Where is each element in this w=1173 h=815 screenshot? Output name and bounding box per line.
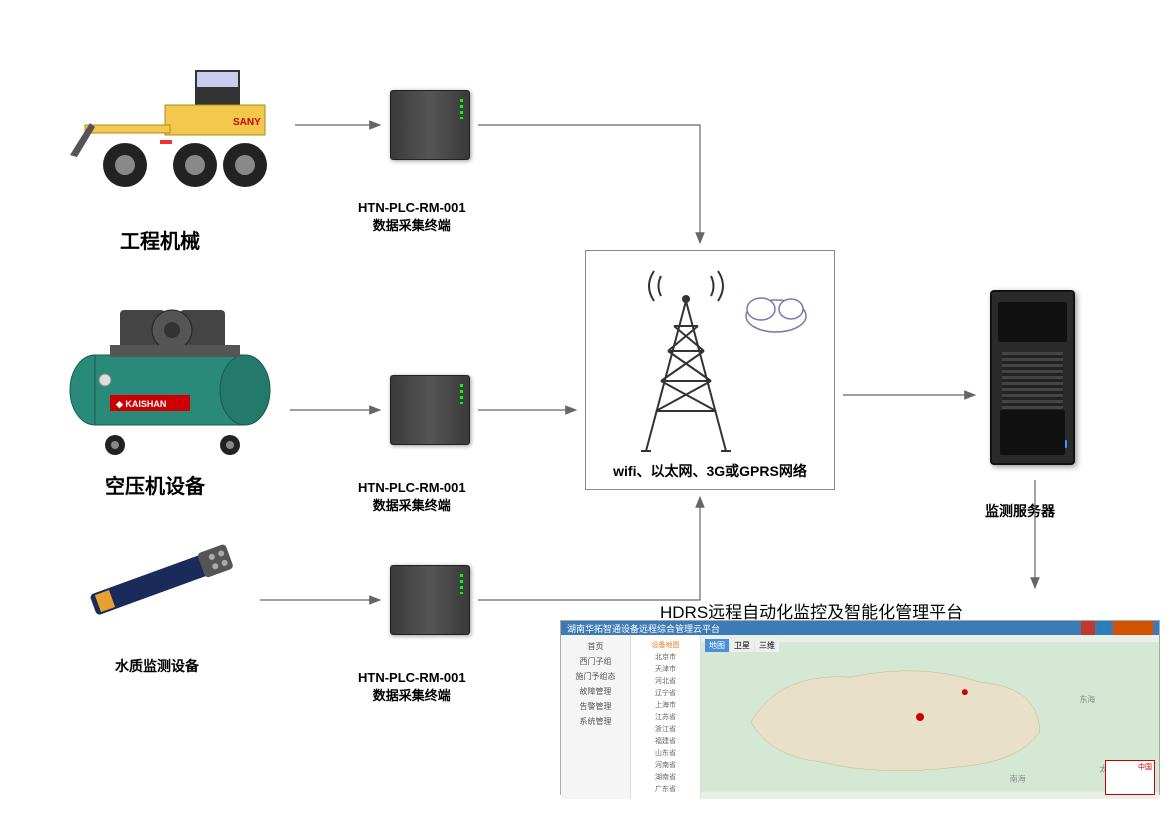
- svg-text:东海: 东海: [1079, 694, 1095, 704]
- tree-item-2[interactable]: 河北省: [635, 675, 696, 687]
- grader-illustration: SANY: [65, 45, 285, 205]
- svg-text:◆ KAISHAN: ◆ KAISHAN: [115, 399, 166, 409]
- map-btn-0[interactable]: 地图: [705, 639, 729, 652]
- water-sensor-label: 水质监测设备: [115, 656, 199, 676]
- terminal-3-label: HTN-PLC-RM-001 数据采集终端: [358, 670, 466, 704]
- server-label: 监测服务器: [985, 501, 1055, 521]
- terminal-3: [390, 565, 470, 635]
- grader-label: 工程机械: [120, 225, 200, 254]
- compressor-illustration: ◆ KAISHAN: [60, 285, 280, 460]
- terminal-2-label: HTN-PLC-RM-001 数据采集终端: [358, 480, 466, 514]
- tree-item-6[interactable]: 浙江省: [635, 723, 696, 735]
- tree-item-4[interactable]: 上海市: [635, 699, 696, 711]
- header-btn-1[interactable]: [1081, 621, 1095, 635]
- terminal-2-model: HTN-PLC-RM-001: [358, 480, 466, 495]
- platform-header: 湖南华拓智通设备远程综合管理云平台: [561, 621, 1159, 635]
- tree-item-7[interactable]: 福建省: [635, 735, 696, 747]
- water-sensor-device: [60, 530, 250, 640]
- terminal-2: [390, 375, 470, 445]
- terminal-3-desc: 数据采集终端: [358, 685, 466, 704]
- tree-item-3[interactable]: 辽宁省: [635, 687, 696, 699]
- map-country-label: 中国: [1106, 761, 1154, 773]
- sidebar-item-2[interactable]: 施门予组态: [565, 669, 626, 684]
- tree-item-5[interactable]: 江苏省: [635, 711, 696, 723]
- tab-label[interactable]: 设备地图: [635, 639, 696, 651]
- server: [990, 290, 1075, 465]
- tree-item-0[interactable]: 北京市: [635, 651, 696, 663]
- header-user[interactable]: [1113, 621, 1153, 635]
- tree-item-8[interactable]: 山东省: [635, 747, 696, 759]
- terminal-1-desc: 数据采集终端: [358, 215, 466, 234]
- sidebar-item-1[interactable]: 西门子组: [565, 654, 626, 669]
- map-btn-1[interactable]: 卫星: [730, 639, 754, 652]
- compressor-device: ◆ KAISHAN: [60, 285, 280, 460]
- sidebar-item-0[interactable]: 首页: [565, 639, 626, 654]
- platform-ui: 湖南华拓智通设备远程综合管理云平台 首页 西门子组 施门予组态 故障管理 告警管…: [560, 620, 1160, 795]
- map-btn-2[interactable]: 三维: [755, 639, 779, 652]
- terminal-3-model: HTN-PLC-RM-001: [358, 670, 466, 685]
- platform-tree: 设备地图 北京市 天津市 河北省 辽宁省 上海市 江苏省 浙江省 福建省 山东省…: [631, 635, 701, 799]
- compressor-label: 空压机设备: [105, 470, 205, 499]
- terminal-3-box: [390, 565, 470, 635]
- terminal-1-box: [390, 90, 470, 160]
- terminal-1-model: HTN-PLC-RM-001: [358, 200, 466, 215]
- tree-item-10[interactable]: 湖南省: [635, 771, 696, 783]
- header-btn-2[interactable]: [1097, 621, 1111, 635]
- tree-item-11[interactable]: 广东省: [635, 783, 696, 795]
- svg-text:SANY: SANY: [233, 117, 261, 128]
- cloud-icon: [746, 298, 806, 332]
- network-box: wifi、以太网、3G或GPRS网络: [585, 250, 835, 490]
- server-box: [990, 290, 1075, 465]
- map-inset: 中国: [1105, 760, 1155, 795]
- platform-sidebar: 首页 西门子组 施门予组态 故障管理 告警管理 系统管理: [561, 635, 631, 799]
- sidebar-item-3[interactable]: 故障管理: [565, 684, 626, 699]
- sensor-illustration: [60, 530, 250, 640]
- terminal-2-desc: 数据采集终端: [358, 495, 466, 514]
- map-illustration: 东海 南海 太平洋: [701, 635, 1159, 799]
- terminal-1: [390, 90, 470, 160]
- platform-header-title: 湖南华拓智通设备远程综合管理云平台: [567, 622, 720, 635]
- svg-text:南海: 南海: [1010, 774, 1026, 784]
- network-label: wifi、以太网、3G或GPRS网络: [586, 461, 834, 481]
- terminal-1-label: HTN-PLC-RM-001 数据采集终端: [358, 200, 466, 234]
- platform-map[interactable]: 东海 南海 太平洋 地图 卫星 三维 中国: [701, 635, 1159, 799]
- sidebar-item-4[interactable]: 告警管理: [565, 699, 626, 714]
- grader-device: SANY: [65, 45, 285, 205]
- tower-illustration: [586, 261, 836, 461]
- tree-item-9[interactable]: 河南省: [635, 759, 696, 771]
- tree-item-1[interactable]: 天津市: [635, 663, 696, 675]
- sidebar-item-5[interactable]: 系统管理: [565, 714, 626, 729]
- terminal-2-box: [390, 375, 470, 445]
